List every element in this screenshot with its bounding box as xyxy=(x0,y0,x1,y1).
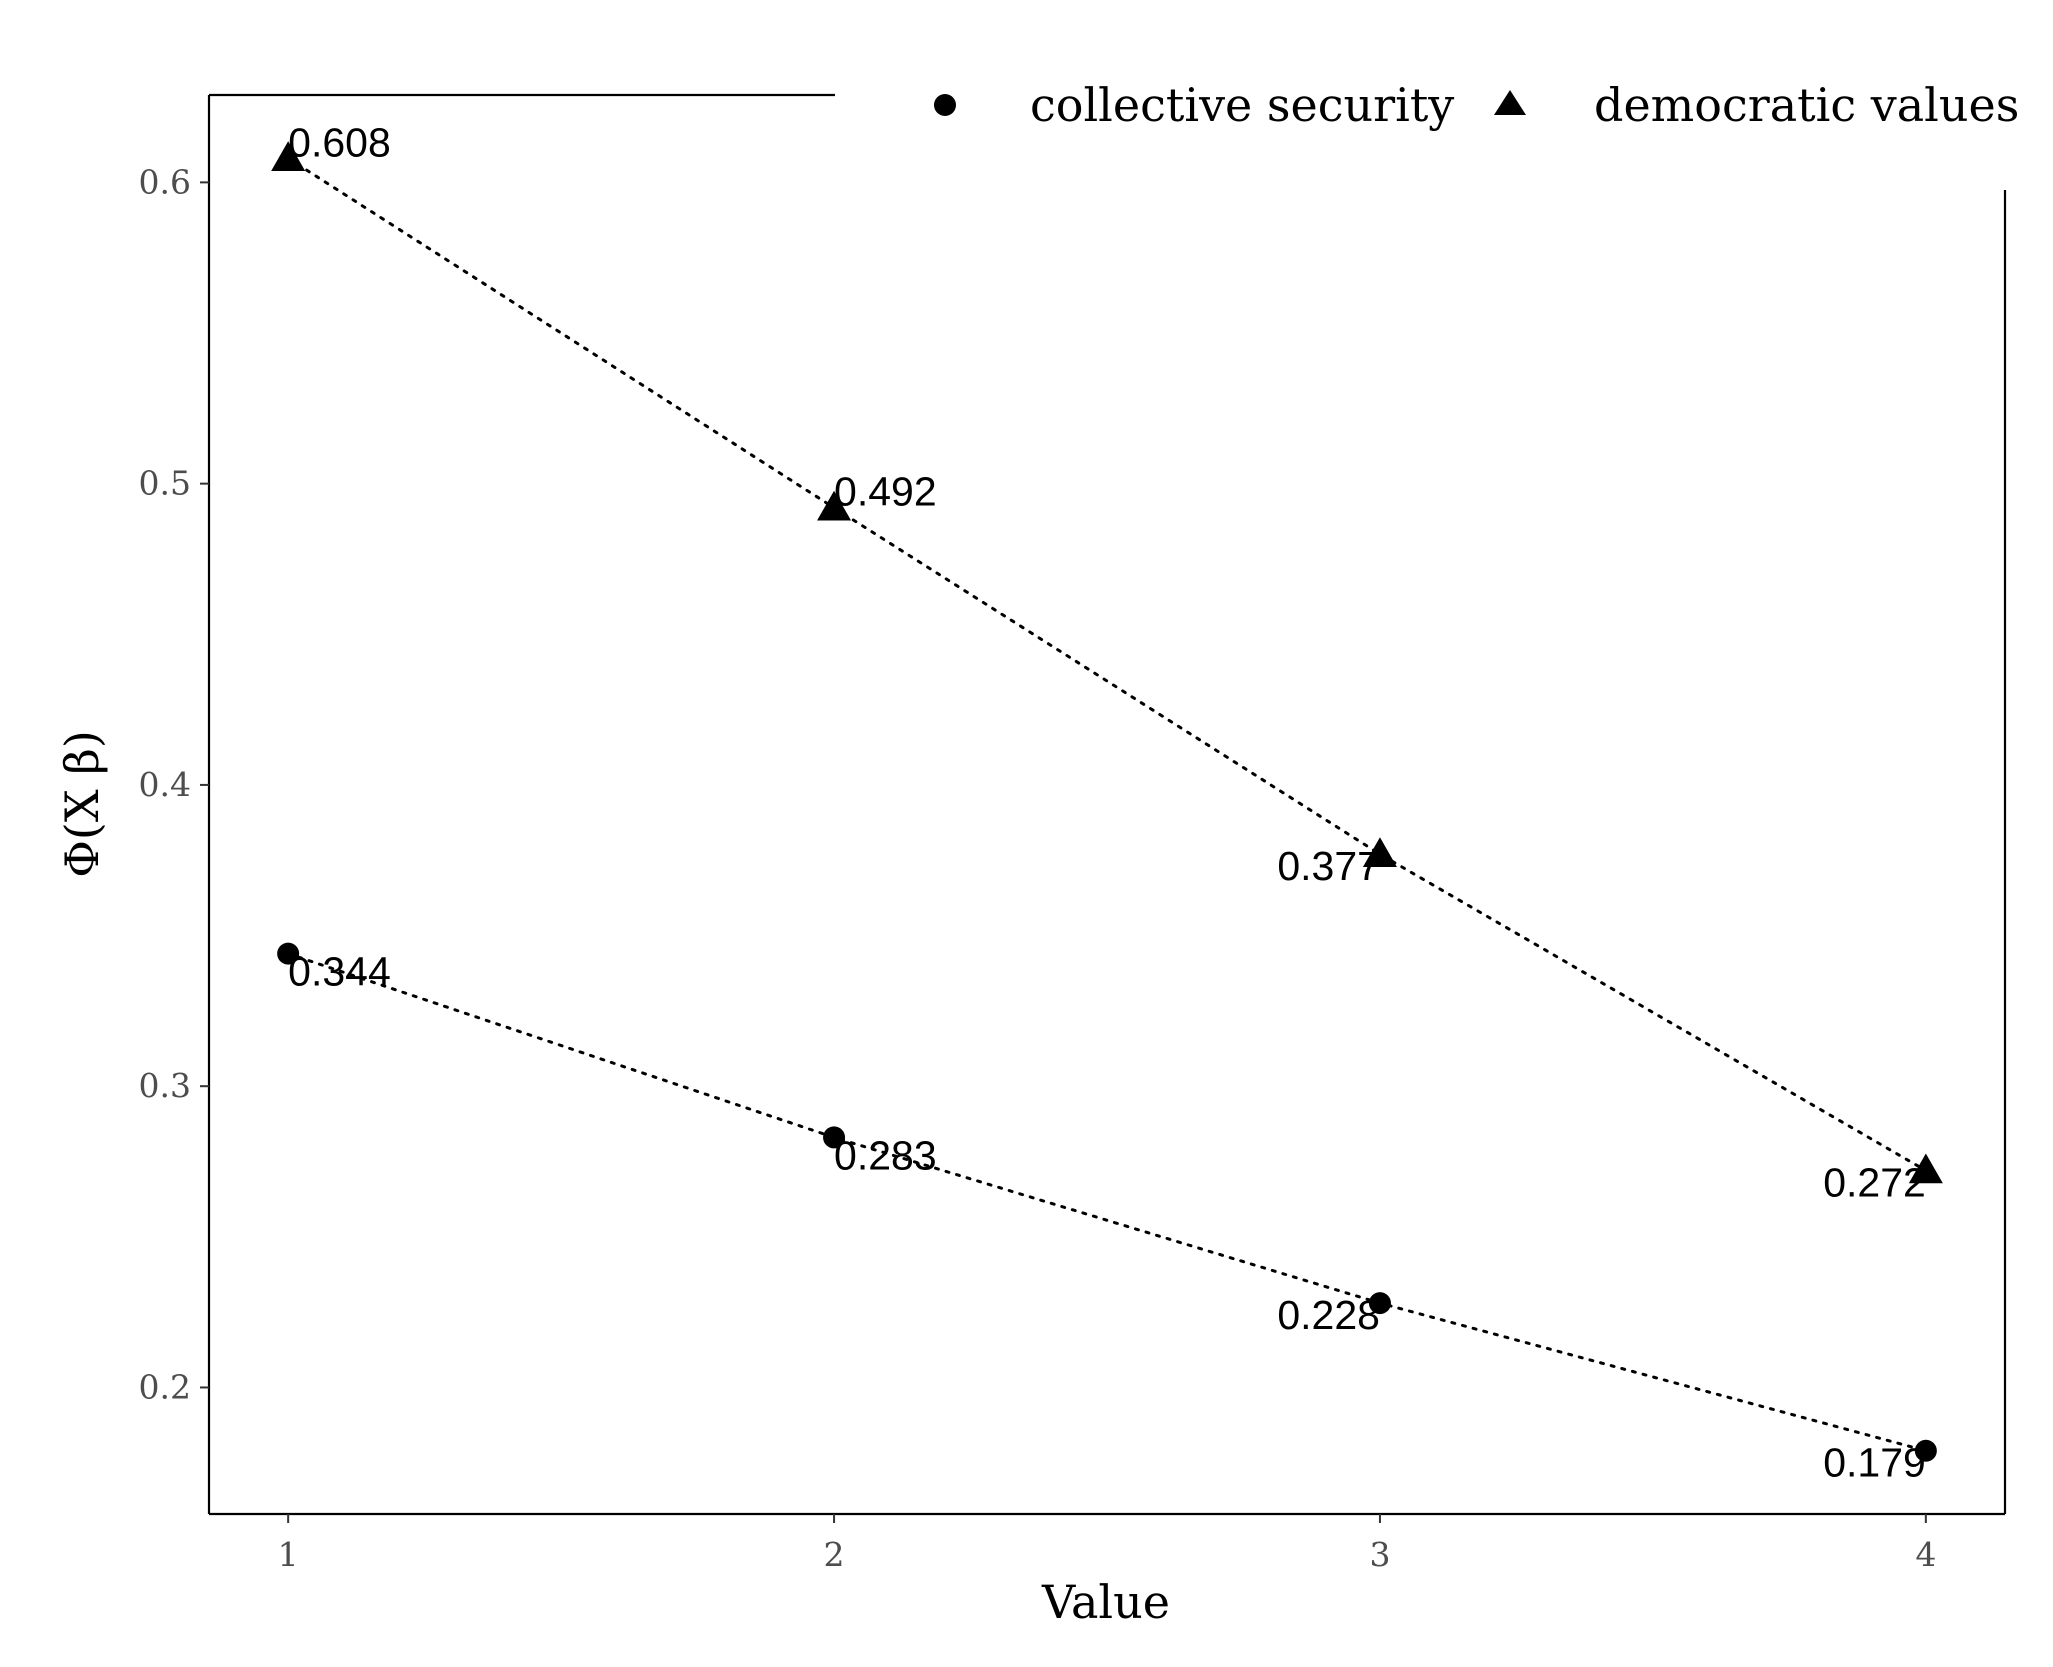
legend-label-collective-security: collective security xyxy=(1030,78,1454,132)
data-label-collective-security: 0.344 xyxy=(288,949,391,995)
y-tick-label: 0.3 xyxy=(139,1066,191,1105)
data-point-collective-security xyxy=(277,942,300,965)
data-labels: 0.344 0.283 0.228 0.179 0.608 0.492 0.377 0.272 xyxy=(288,119,1926,1485)
data-label-collective-security: 0.179 xyxy=(1823,1440,1926,1486)
series-markers xyxy=(271,141,1943,1462)
series-lines xyxy=(286,156,1928,1453)
data-point-democratic-values xyxy=(817,490,852,521)
data-label-collective-security: 0.283 xyxy=(834,1132,937,1178)
data-point-democratic-values xyxy=(271,141,306,172)
y-axis: 0.2 0.3 0.4 0.5 0.6 xyxy=(139,162,209,1406)
series-line-democratic-values xyxy=(286,156,1928,1173)
legend-marker-collective-security xyxy=(934,94,956,116)
panel-border xyxy=(207,93,2007,1516)
data-point-collective-security xyxy=(1368,1292,1391,1315)
data-point-democratic-values xyxy=(1908,1153,1943,1184)
series-line-collective-security xyxy=(286,952,1928,1453)
x-tick-label: 3 xyxy=(1369,1535,1390,1574)
legend-label-democratic-values: democratic values xyxy=(1594,78,2019,132)
data-label-collective-security: 0.228 xyxy=(1277,1292,1380,1338)
data-point-democratic-values xyxy=(1362,837,1397,867)
x-tick-label: 1 xyxy=(278,1535,299,1574)
y-tick-label: 0.6 xyxy=(139,162,191,201)
y-tick-label: 0.4 xyxy=(139,765,191,804)
data-label-democratic-values: 0.272 xyxy=(1823,1160,1926,1206)
x-axis: 1 2 3 4 xyxy=(278,1514,1936,1574)
y-axis-title: Φ(X β) xyxy=(55,730,109,878)
x-tick-label: 4 xyxy=(1915,1535,1936,1574)
data-label-democratic-values: 0.377 xyxy=(1277,843,1380,889)
y-tick-label: 0.5 xyxy=(139,464,191,503)
data-point-collective-security xyxy=(823,1126,846,1149)
data-label-democratic-values: 0.492 xyxy=(834,469,937,515)
legend: collective security democratic values xyxy=(934,78,2019,132)
x-axis-title: Value xyxy=(1041,1575,1170,1629)
legend-marker-democratic-values xyxy=(1494,90,1526,115)
data-label-democratic-values: 0.608 xyxy=(288,119,391,165)
x-tick-label: 2 xyxy=(824,1535,845,1574)
data-point-collective-security xyxy=(1914,1439,1937,1462)
y-tick-label: 0.2 xyxy=(139,1367,191,1406)
